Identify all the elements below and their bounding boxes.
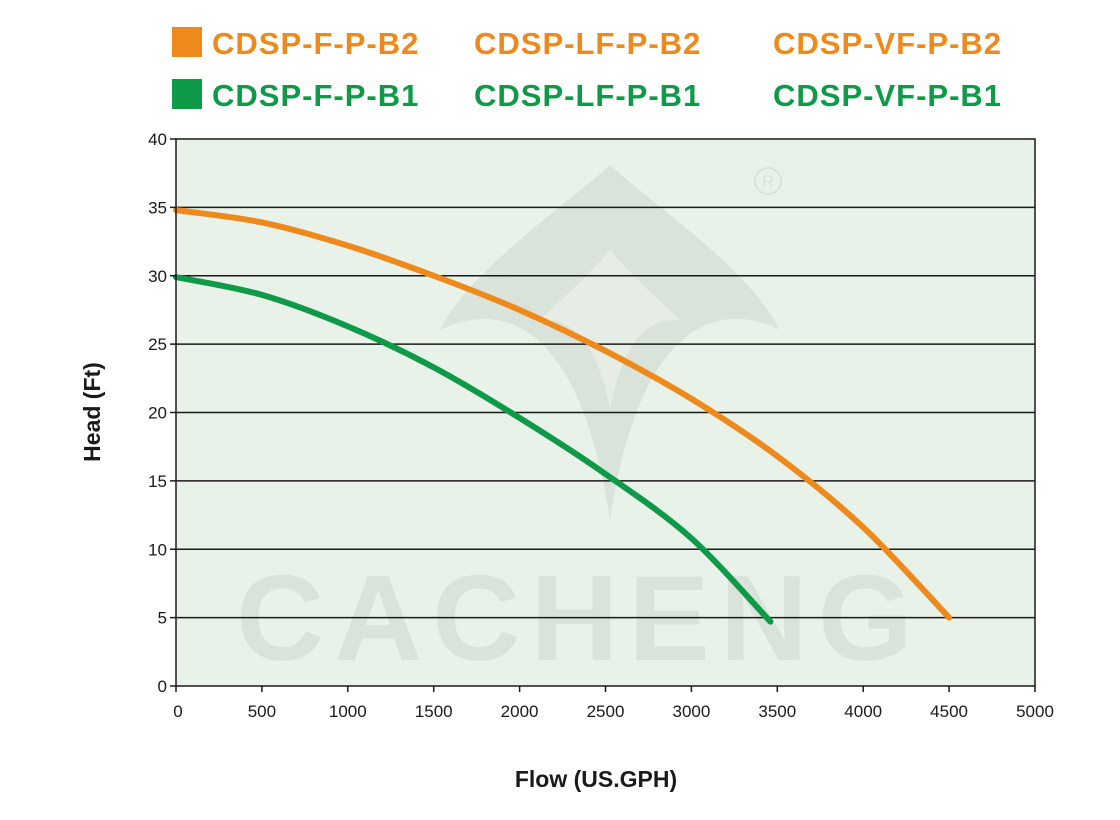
y-tick-label-3: 15 bbox=[148, 472, 167, 491]
y-tick-label-4: 20 bbox=[148, 404, 167, 423]
y-tick-label-5: 25 bbox=[148, 335, 167, 354]
y-axis-label: Head (Ft) bbox=[79, 362, 105, 462]
x-axis-ticks: 0 500 1000 1500 2000 2500 3000 3500 4000 4500 5000 bbox=[173, 686, 1054, 721]
x-tick-label-6: 3000 bbox=[672, 702, 710, 721]
registered-mark-letter: R bbox=[762, 172, 774, 191]
gridlines bbox=[176, 206, 1035, 619]
x-tick-label-1: 500 bbox=[248, 702, 276, 721]
series-line-1 bbox=[173, 274, 774, 625]
legend-label-b1-f: CDSP-F-P-B1 bbox=[212, 78, 419, 113]
legend-row-b1: CDSP-F-P-B1 CDSP-LF-P-B1 CDSP-VF-P-B1 bbox=[172, 78, 1002, 113]
legend-label-b1-vf: CDSP-VF-P-B1 bbox=[773, 78, 1002, 113]
y-tick-label-1: 5 bbox=[158, 609, 167, 628]
registered-mark-icon bbox=[754, 167, 782, 195]
legend-label-b2-f: CDSP-F-P-B2 bbox=[212, 26, 419, 61]
x-tick-label-5: 2500 bbox=[587, 702, 625, 721]
y-tick-label-7: 35 bbox=[148, 198, 167, 217]
x-tick-label-3: 1500 bbox=[415, 702, 453, 721]
x-axis-label: Flow (US.GPH) bbox=[515, 766, 677, 792]
y-tick-label-6: 30 bbox=[148, 267, 167, 286]
watermark-logo-inner-icon bbox=[540, 250, 680, 410]
x-tick-label-2: 1000 bbox=[329, 702, 367, 721]
curves bbox=[173, 207, 953, 625]
x-tick-label-10: 5000 bbox=[1016, 702, 1054, 721]
series-line-0 bbox=[173, 207, 953, 621]
legend-label-b2-vf: CDSP-VF-P-B2 bbox=[773, 26, 1002, 61]
legend: CDSP-F-P-B2 CDSP-LF-P-B2 CDSP-VF-P-B2 CD… bbox=[172, 26, 1002, 113]
legend-swatch-b2 bbox=[172, 27, 202, 57]
legend-label-b1-lf: CDSP-LF-P-B1 bbox=[474, 78, 701, 113]
x-tick-label-4: 2000 bbox=[501, 702, 539, 721]
x-tick-label-0: 0 bbox=[173, 702, 182, 721]
y-tick-label-0: 0 bbox=[158, 677, 167, 696]
legend-row-b2: CDSP-F-P-B2 CDSP-LF-P-B2 CDSP-VF-P-B2 bbox=[172, 26, 1002, 61]
x-tick-label-9: 4500 bbox=[930, 702, 968, 721]
x-tick-label-7: 3500 bbox=[758, 702, 796, 721]
y-axis-ticks: 0 5 10 15 20 25 30 35 40 bbox=[148, 130, 176, 696]
legend-swatch-b1 bbox=[172, 79, 202, 109]
y-tick-label-2: 10 bbox=[148, 540, 167, 559]
y-tick-label-8: 40 bbox=[148, 130, 167, 149]
legend-label-b2-lf: CDSP-LF-P-B2 bbox=[474, 26, 701, 61]
x-tick-label-8: 4000 bbox=[844, 702, 882, 721]
